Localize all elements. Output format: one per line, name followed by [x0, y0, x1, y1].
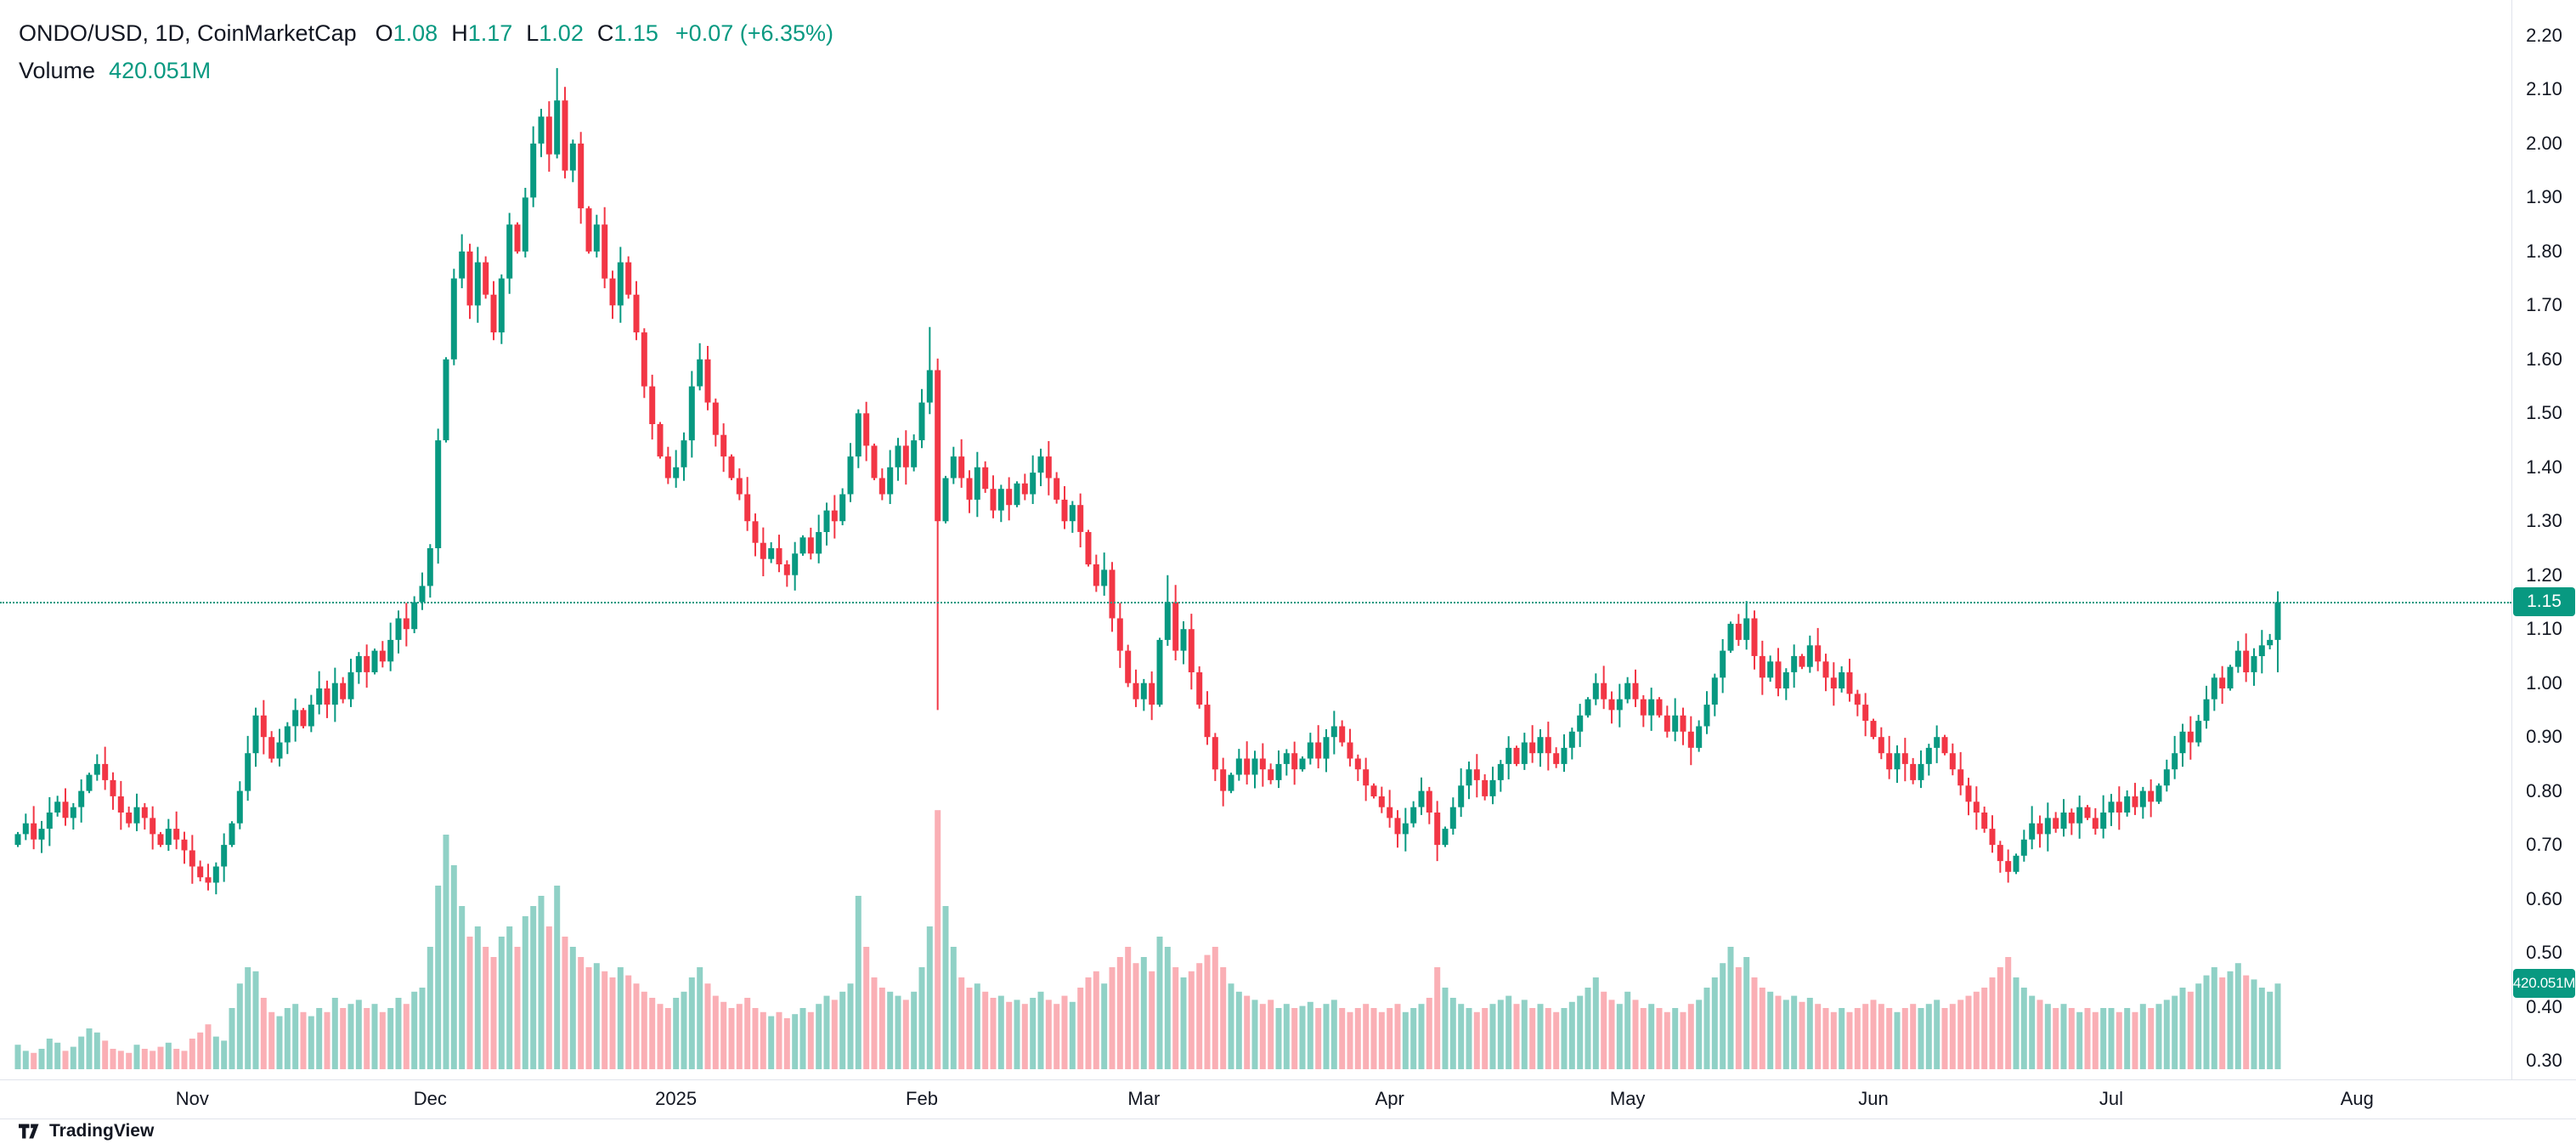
ohlc-open: O1.08	[375, 20, 438, 46]
volume-layer	[14, 810, 2281, 1069]
price-axis-label: 0.50	[2526, 942, 2562, 964]
price-axis-label: 0.40	[2526, 995, 2562, 1017]
time-axis-label: Mar	[1127, 1088, 1161, 1109]
time-axis-label: Apr	[1375, 1088, 1404, 1109]
price-axis-label: 1.30	[2526, 510, 2562, 532]
price-axis-label: 1.20	[2526, 564, 2562, 586]
ohlc-close: C1.15	[596, 20, 658, 46]
price-axis-divider	[2511, 0, 2512, 1119]
time-axis-label: Aug	[2340, 1088, 2374, 1109]
legend-ohlc-row: ONDO/USD, 1D, CoinMarketCap O1.08 H1.17 …	[19, 20, 833, 58]
price-axis-label: 1.00	[2526, 671, 2562, 694]
price-axis[interactable]: 1.15 420.051M 2.20 2.10 2.00 1.90 1.80 1.70 1.…	[2512, 0, 2576, 1079]
ohlc-low: L1.02	[526, 20, 584, 46]
price-axis-label: 2.20	[2526, 25, 2562, 46]
price-axis-label: 1.80	[2526, 240, 2562, 262]
price-axis-label: 2.10	[2526, 78, 2562, 100]
ohlc-high: H1.17	[451, 20, 513, 46]
time-axis[interactable]: Nov Dec 2025 Feb Mar Apr May Jun Jul Aug	[0, 1079, 2576, 1119]
price-axis-label: 0.60	[2526, 887, 2562, 909]
price-axis-label: 0.80	[2526, 779, 2562, 801]
chart-legend: ONDO/USD, 1D, CoinMarketCap O1.08 H1.17 …	[19, 20, 833, 95]
price-axis-label: 1.70	[2526, 294, 2562, 316]
symbol-title[interactable]: ONDO/USD, 1D, CoinMarketCap	[19, 20, 357, 46]
time-axis-label: May	[1609, 1088, 1646, 1109]
volume-label-badge: 420.051M	[2513, 969, 2575, 998]
time-axis-label: Jun	[1858, 1088, 1889, 1109]
tradingview-logo-icon	[19, 1124, 39, 1139]
tradingview-logo[interactable]: TradingView	[19, 1121, 154, 1141]
tradingview-brand-text: TradingView	[49, 1121, 155, 1141]
time-axis-label: Feb	[906, 1088, 938, 1109]
volume-value: 420.051M	[109, 58, 212, 83]
price-axis-label: 1.50	[2526, 402, 2562, 424]
current-price-label: 1.15	[2513, 587, 2575, 616]
price-axis-label: 2.00	[2526, 132, 2562, 154]
legend-volume-row: Volume 420.051M	[19, 58, 833, 95]
candlestick-chart[interactable]	[0, 0, 2511, 1079]
price-axis-label: 0.30	[2526, 1050, 2562, 1071]
price-axis-label: 1.40	[2526, 456, 2562, 478]
price-axis-label: 0.90	[2526, 726, 2562, 748]
price-axis-label: 0.70	[2526, 834, 2562, 856]
candles-layer	[14, 68, 2281, 895]
time-axis-label: Dec	[413, 1088, 447, 1109]
time-axis-label: Nov	[175, 1088, 209, 1109]
volume-label: Volume	[19, 58, 96, 83]
price-axis-label: 1.60	[2526, 348, 2562, 370]
price-axis-label: 1.10	[2526, 618, 2562, 640]
time-axis-label: 2025	[655, 1088, 698, 1109]
price-chart-pane[interactable]: ONDO/USD, 1D, CoinMarketCap O1.08 H1.17 …	[0, 0, 2511, 1079]
time-axis-label: Jul	[2099, 1088, 2124, 1109]
price-axis-label: 1.90	[2526, 186, 2562, 208]
footer-bar: TradingView	[0, 1119, 2576, 1143]
ohlc-change: +0.07 (+6.35%)	[675, 20, 834, 46]
